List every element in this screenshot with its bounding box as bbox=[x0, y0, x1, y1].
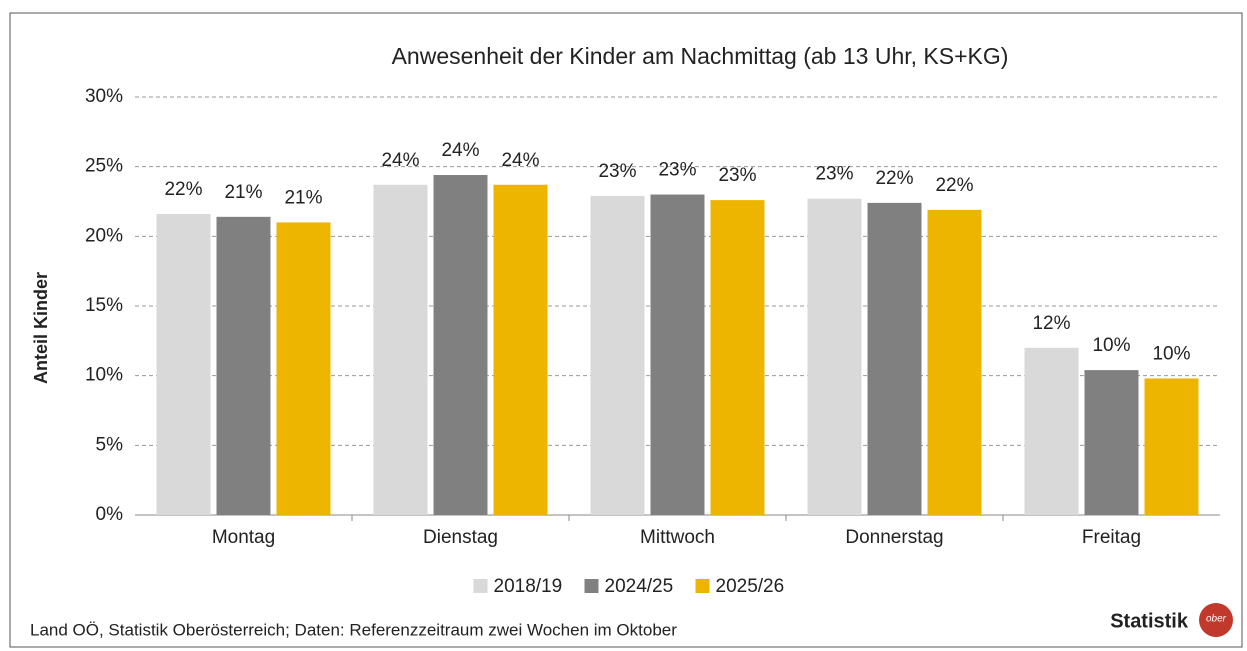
bar bbox=[373, 184, 428, 515]
bar bbox=[1084, 370, 1139, 515]
x-tick-label: Dienstag bbox=[423, 527, 498, 548]
value-label: 10% bbox=[1152, 343, 1190, 364]
value-label: 24% bbox=[381, 150, 419, 171]
legend-swatch bbox=[584, 579, 599, 593]
bar bbox=[1144, 378, 1199, 515]
bar bbox=[276, 222, 331, 515]
logo-badge bbox=[1199, 603, 1233, 637]
legend-label: 2018/19 bbox=[494, 576, 563, 597]
y-tick-label: 30% bbox=[85, 86, 123, 107]
bar bbox=[590, 195, 645, 515]
value-label: 24% bbox=[501, 150, 539, 171]
bar bbox=[867, 202, 922, 516]
logo-text: Statistik bbox=[1110, 610, 1189, 632]
bar bbox=[927, 209, 982, 516]
source: Land OÖ, Statistik Oberösterreich; Daten… bbox=[30, 620, 677, 639]
bar bbox=[433, 175, 488, 515]
value-label: 21% bbox=[284, 187, 322, 208]
legend-label: 2025/26 bbox=[716, 576, 785, 597]
y-axis-label: Anteil Kinder bbox=[31, 272, 51, 384]
y-tick-label: 10% bbox=[85, 365, 123, 386]
x-tick-label: Mittwoch bbox=[640, 527, 715, 548]
bar bbox=[650, 194, 705, 516]
value-label: 22% bbox=[935, 175, 973, 196]
bar bbox=[216, 216, 271, 515]
y-tick-label: 0% bbox=[96, 504, 124, 525]
chart-title: Anwesenheit der Kinder am Nachmittag (ab… bbox=[392, 43, 1009, 69]
value-label: 21% bbox=[224, 182, 262, 203]
bar bbox=[156, 214, 211, 516]
legend-swatch bbox=[695, 579, 710, 593]
legend-label: 2024/25 bbox=[605, 576, 674, 597]
y-tick-label: 5% bbox=[96, 434, 124, 455]
bar bbox=[493, 184, 548, 515]
x-tick-label: Freitag bbox=[1082, 527, 1141, 548]
bar bbox=[1024, 347, 1079, 515]
value-label: 12% bbox=[1032, 313, 1070, 334]
value-label: 23% bbox=[815, 164, 853, 185]
value-label: 23% bbox=[598, 161, 636, 182]
legend-swatch bbox=[473, 579, 488, 593]
x-tick-label: Montag bbox=[212, 527, 275, 548]
x-tick-label: Donnerstag bbox=[845, 527, 943, 548]
y-tick-label: 25% bbox=[85, 156, 123, 177]
value-label: 23% bbox=[658, 160, 696, 181]
bar bbox=[710, 200, 765, 515]
value-label: 23% bbox=[718, 165, 756, 186]
value-label: 22% bbox=[875, 168, 913, 189]
bar bbox=[807, 198, 862, 516]
logo-badge-text: ober bbox=[1206, 614, 1227, 625]
y-tick-label: 15% bbox=[85, 295, 123, 316]
value-label: 22% bbox=[164, 179, 202, 200]
value-label: 10% bbox=[1092, 335, 1130, 356]
y-tick-label: 20% bbox=[85, 225, 123, 246]
value-label: 24% bbox=[441, 140, 479, 161]
